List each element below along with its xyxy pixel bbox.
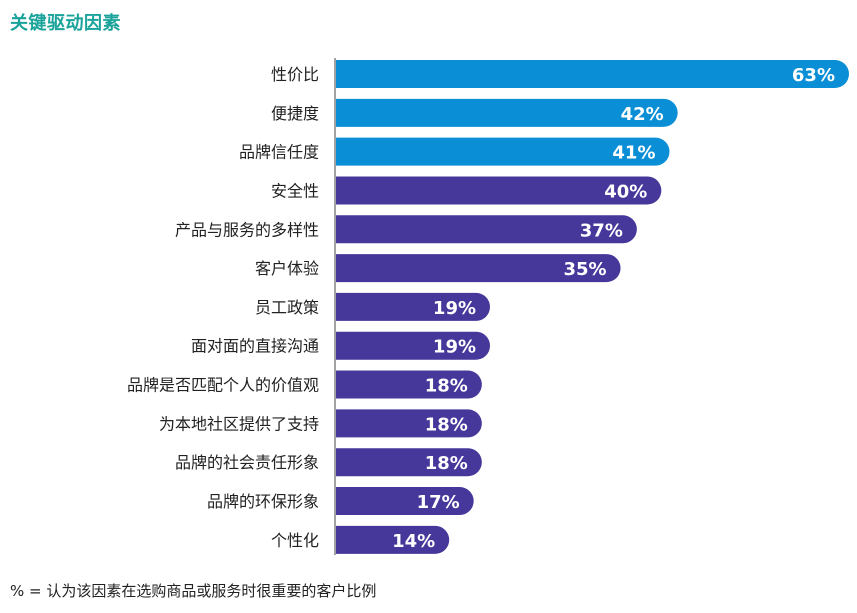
bar bbox=[336, 292, 491, 321]
bar-value-label: 35% bbox=[563, 259, 606, 280]
bar-value-label: 63% bbox=[792, 65, 835, 86]
bar bbox=[336, 215, 637, 244]
bar-value-label: 40% bbox=[604, 181, 647, 202]
category-label: 性价比 bbox=[271, 65, 319, 84]
category-label: 产品与服务的多样性 bbox=[175, 220, 319, 239]
bar-value-label: 19% bbox=[433, 298, 476, 319]
category-label: 品牌的环保形象 bbox=[207, 492, 319, 511]
bar bbox=[336, 525, 450, 554]
bar-value-label: 17% bbox=[417, 492, 460, 513]
bar-value-label: 19% bbox=[433, 337, 476, 358]
category-label: 个性化 bbox=[271, 531, 319, 550]
category-label: 便捷度 bbox=[271, 104, 319, 123]
category-label: 品牌的社会责任形象 bbox=[175, 453, 319, 472]
bar bbox=[336, 254, 621, 283]
bar bbox=[336, 60, 849, 88]
bar bbox=[336, 331, 491, 360]
bar bbox=[336, 448, 482, 477]
bar-value-label: 14% bbox=[392, 531, 435, 552]
category-label: 面对面的直接沟通 bbox=[191, 337, 319, 356]
bar bbox=[336, 370, 482, 399]
bar-value-label: 41% bbox=[612, 143, 655, 164]
bar bbox=[336, 409, 482, 438]
bar-value-label: 18% bbox=[425, 376, 468, 397]
bar-value-label: 37% bbox=[580, 220, 623, 241]
category-label: 为本地社区提供了支持 bbox=[159, 414, 319, 433]
bar bbox=[336, 98, 678, 127]
bar bbox=[336, 137, 670, 166]
category-label: 品牌是否匹配个人的价值观 bbox=[127, 376, 319, 395]
category-label: 品牌信任度 bbox=[239, 143, 319, 162]
category-label: 安全性 bbox=[271, 181, 319, 200]
bar-value-label: 18% bbox=[425, 453, 468, 474]
bar-value-label: 42% bbox=[621, 104, 664, 125]
bar bbox=[336, 176, 662, 205]
category-label: 客户体验 bbox=[255, 259, 319, 278]
category-label: 员工政策 bbox=[255, 298, 319, 317]
chart-title: 关键驱动因素 bbox=[10, 13, 121, 34]
bar-value-label: 18% bbox=[425, 414, 468, 435]
bar bbox=[336, 487, 474, 516]
chart-footnote: % = 认为该因素在选购商品或服务时很重要的客户比例 bbox=[10, 582, 377, 600]
